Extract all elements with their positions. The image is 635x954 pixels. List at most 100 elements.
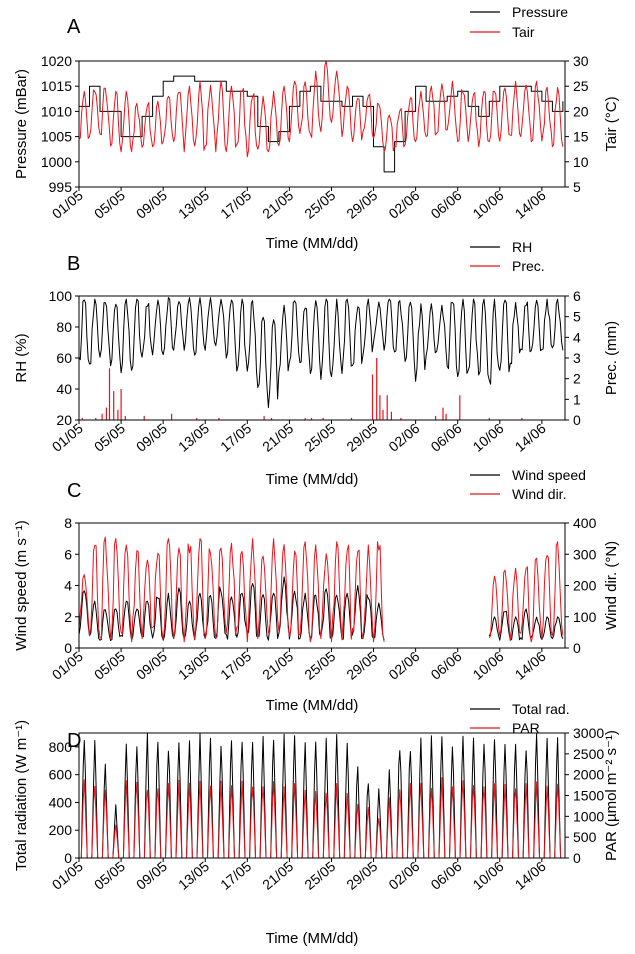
x-tick-label: 21/05 (259, 648, 296, 683)
y-tick-label-left: 40 (56, 381, 72, 397)
y-tick-label-right: 300 (573, 546, 597, 562)
panel-label: D (67, 730, 81, 752)
x-tick-label: 06/06 (427, 858, 464, 893)
x-tick-label: 21/05 (259, 187, 296, 222)
x-tick-label: 10/06 (470, 420, 507, 455)
y-tick-label-right: 2500 (573, 746, 604, 762)
y-tick-label-right: 20 (573, 103, 589, 119)
y-tick-label-right: 500 (573, 829, 597, 845)
x-tick-label: 21/05 (259, 420, 296, 455)
y-tick-label-left: 2 (64, 609, 72, 625)
y-tick-label-right: 400 (573, 515, 597, 531)
x-tick-label: 13/05 (175, 858, 212, 893)
x-tick-label: 06/06 (427, 187, 464, 222)
y-axis-title-left: Total radiation (W m⁻¹) (13, 720, 30, 871)
y-tick-label-left: 1010 (41, 103, 72, 119)
y-tick-label-right: 4 (573, 329, 581, 345)
x-tick-label: 06/06 (427, 420, 464, 455)
x-tick-label: 14/06 (512, 858, 549, 893)
x-tick-label: 05/05 (91, 858, 128, 893)
y-tick-label-right: 5 (573, 309, 581, 325)
y-tick-label-right: 0 (573, 640, 581, 656)
y-tick-label-left: 200 (49, 822, 73, 838)
y-tick-label-right: 5 (573, 179, 581, 195)
x-tick-label: 05/05 (91, 187, 128, 222)
panel-d: 020040060080005001000150020002500300001/… (13, 701, 620, 947)
y-tick-label-right: 3000 (573, 725, 604, 741)
series-wind-dir (78, 536, 564, 643)
y-tick-label-right: 1000 (573, 808, 604, 824)
y-axis-title-right: PAR (µmol m⁻² s⁻¹) (603, 730, 620, 861)
x-tick-label: 10/06 (470, 187, 507, 222)
x-tick-label: 02/06 (385, 187, 422, 222)
y-tick-label-left: 80 (56, 319, 72, 335)
x-tick-label: 25/05 (301, 858, 338, 893)
y-axis-title-right: Wind dir. (°N) (603, 541, 620, 630)
x-tick-label: 14/06 (512, 648, 549, 683)
x-tick-label: 29/05 (343, 858, 380, 893)
series-rh (78, 297, 564, 409)
x-tick-label: 02/06 (385, 648, 422, 683)
y-tick-label-left: 400 (49, 794, 73, 810)
series-total-rad (79, 732, 563, 859)
x-tick-label: 05/05 (91, 648, 128, 683)
legend-label: Pressure (512, 4, 568, 20)
y-tick-label-right: 0 (573, 850, 581, 866)
x-tick-label: 25/05 (301, 187, 338, 222)
legend-label: Prec. (512, 258, 545, 274)
series-par (79, 777, 563, 859)
y-tick-label-right: 2 (573, 371, 581, 387)
y-tick-label-left: 1005 (41, 129, 72, 145)
y-tick-label-left: 600 (49, 767, 73, 783)
y-tick-label-left: 0 (64, 640, 72, 656)
y-tick-label-right: 1 (573, 391, 581, 407)
y-axis-title-right: Prec. (mm) (603, 321, 620, 395)
legend-label: Total rad. (512, 701, 570, 717)
x-tick-label: 13/05 (175, 420, 212, 455)
legend-label: RH (512, 239, 532, 255)
y-tick-label-left: 1000 (41, 154, 72, 170)
x-tick-label: 13/05 (175, 648, 212, 683)
y-tick-label-right: 3 (573, 350, 581, 366)
y-tick-label-left: 4 (64, 578, 72, 594)
y-axis-title-left: RH (%) (13, 333, 30, 382)
y-tick-label-left: 8 (64, 515, 72, 531)
y-tick-label-right: 10 (573, 154, 589, 170)
x-tick-label: 10/06 (470, 858, 507, 893)
x-tick-label: 17/05 (217, 648, 254, 683)
x-tick-label: 17/05 (217, 187, 254, 222)
x-tick-label: 06/06 (427, 648, 464, 683)
x-tick-label: 02/06 (385, 420, 422, 455)
y-tick-label-right: 0 (573, 412, 581, 428)
y-tick-label-right: 2000 (573, 767, 604, 783)
y-tick-label-right: 1500 (573, 788, 604, 804)
x-tick-label: 21/05 (259, 858, 296, 893)
x-tick-label: 17/05 (217, 420, 254, 455)
y-tick-label-left: 100 (49, 288, 73, 304)
x-tick-label: 25/05 (301, 648, 338, 683)
panel-label: A (67, 16, 81, 38)
x-axis-title: Time (MM/dd) (266, 471, 359, 488)
x-tick-label: 29/05 (343, 420, 380, 455)
x-tick-label: 29/05 (343, 187, 380, 222)
legend-label: Wind dir. (512, 486, 566, 502)
y-tick-label-right: 30 (573, 53, 589, 69)
y-axis-title-right: Tair (°C) (603, 96, 620, 151)
x-tick-label: 05/05 (91, 420, 128, 455)
y-axis-title-left: Pressure (mBar) (13, 69, 30, 179)
y-tick-label-right: 200 (573, 578, 597, 594)
y-tick-label-right: 15 (573, 129, 589, 145)
x-tick-label: 13/05 (175, 187, 212, 222)
x-tick-label: 17/05 (217, 858, 254, 893)
series-prec (81, 358, 523, 420)
y-tick-label-left: 995 (49, 179, 73, 195)
series-pressure (79, 75, 564, 173)
x-tick-label: 09/05 (133, 648, 170, 683)
y-tick-label-left: 6 (64, 546, 72, 562)
series-tair (78, 60, 564, 158)
plot-frame (78, 295, 566, 421)
legend-label: PAR (512, 720, 540, 736)
panel-label: B (67, 253, 80, 275)
